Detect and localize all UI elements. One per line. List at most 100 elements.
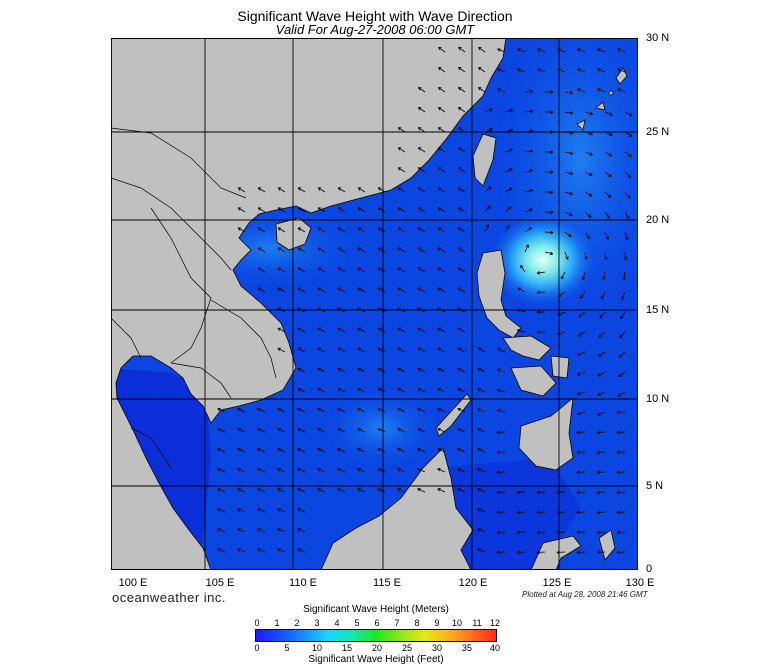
direction-arrow: [217, 488, 226, 493]
direction-arrow-head: [437, 167, 441, 171]
direction-arrow-head: [605, 237, 609, 240]
direction-arrow-head: [377, 287, 380, 291]
direction-arrow: [536, 511, 546, 513]
direction-arrow-head: [536, 292, 540, 295]
direction-arrow-head: [536, 272, 541, 275]
direction-arrow-head: [457, 488, 460, 492]
direction-arrow: [584, 111, 593, 115]
direction-arrow-head: [536, 331, 540, 334]
direction-arrow: [397, 167, 406, 173]
direction-arrow-head: [237, 408, 240, 412]
direction-arrow-head: [509, 108, 513, 111]
colorbar-tick-m: 12: [489, 618, 501, 628]
direction-arrow: [237, 207, 246, 213]
direction-arrow-head: [337, 408, 340, 412]
direction-arrow-head: [599, 315, 601, 319]
direction-arrow-head: [377, 428, 380, 432]
direction-arrow-head: [477, 428, 480, 432]
direction-arrow-head: [437, 448, 440, 452]
direction-arrow-head: [536, 330, 540, 333]
direction-arrow-head: [317, 468, 320, 472]
direction-arrow-head: [497, 389, 500, 393]
direction-arrow-head: [616, 532, 620, 535]
direction-arrow-head: [437, 348, 440, 352]
direction-arrow: [257, 548, 266, 553]
direction-arrow-head: [277, 448, 280, 452]
direction-arrow-head: [627, 176, 632, 178]
direction-arrow-head: [536, 532, 540, 535]
direction-arrow: [504, 168, 513, 173]
direction-arrow-head: [277, 508, 280, 512]
direction-arrow-head: [417, 187, 421, 191]
direction-arrow: [357, 187, 366, 193]
direction-arrow-head: [489, 205, 491, 209]
direction-arrow: [604, 211, 611, 219]
direction-arrow-head: [550, 190, 554, 193]
direction-arrow-head: [516, 550, 520, 553]
direction-arrow-head: [397, 127, 401, 131]
direction-arrow-head: [277, 207, 281, 211]
direction-arrow-head: [437, 428, 440, 432]
direction-arrow: [597, 48, 606, 53]
direction-arrow: [457, 247, 466, 253]
direction-arrow-head: [497, 68, 500, 72]
direction-arrow: [417, 167, 426, 173]
land-hainan: [275, 217, 312, 251]
direction-arrow-head: [337, 368, 340, 372]
direction-arrow-head: [217, 528, 220, 532]
direction-arrow-head: [530, 150, 534, 153]
direction-arrow-head: [257, 508, 260, 512]
direction-arrow-head: [496, 452, 500, 455]
direction-arrow-head: [357, 267, 360, 271]
direction-arrow-head: [576, 452, 580, 455]
land-palawan: [435, 393, 472, 437]
direction-arrow: [497, 389, 506, 393]
direction-arrow: [357, 307, 366, 313]
direction-arrow-head: [297, 348, 300, 352]
direction-arrow: [457, 187, 466, 193]
direction-arrow-head: [577, 392, 580, 395]
direction-arrow: [596, 451, 606, 453]
direction-arrow: [584, 151, 593, 156]
direction-arrow-head: [550, 230, 554, 233]
colorbar-tick-m: 8: [414, 618, 420, 628]
direction-arrow-head: [257, 247, 260, 251]
direction-arrow: [584, 191, 593, 197]
direction-arrow-head: [516, 490, 520, 493]
direction-arrow-head: [458, 107, 461, 111]
direction-arrow: [277, 227, 286, 233]
direction-arrow: [217, 428, 226, 433]
direction-arrow: [297, 488, 306, 493]
direction-arrow: [297, 548, 306, 553]
direction-arrow-head: [536, 550, 540, 553]
direction-arrow: [576, 431, 586, 433]
direction-arrow-head: [397, 368, 400, 372]
direction-arrow-head: [397, 348, 400, 352]
direction-arrow: [597, 68, 606, 73]
direction-arrow: [437, 207, 446, 213]
direction-arrow-head: [417, 368, 420, 372]
direction-arrow: [437, 448, 446, 453]
direction-arrow-head: [377, 207, 381, 211]
direction-arrow-head: [488, 186, 492, 188]
direction-arrow: [417, 327, 426, 333]
direction-arrow-head: [397, 388, 400, 392]
direction-arrow-head: [578, 314, 581, 318]
colorbar-tick-m: 10: [451, 618, 463, 628]
direction-arrow: [577, 68, 586, 73]
direction-arrow: [599, 311, 606, 319]
direction-arrow-head: [567, 256, 569, 260]
direction-arrow-head: [317, 348, 320, 352]
direction-arrow: [297, 528, 306, 533]
direction-arrow-head: [517, 68, 520, 72]
direction-arrow-head: [550, 170, 554, 173]
direction-arrow-head: [597, 68, 600, 72]
direction-arrow: [504, 225, 511, 233]
direction-arrow: [277, 187, 286, 193]
direction-arrow: [617, 391, 626, 397]
direction-arrow-head: [516, 532, 520, 535]
direction-arrow-head: [317, 267, 320, 271]
direction-arrow: [516, 511, 526, 513]
direction-arrow: [596, 491, 606, 493]
direction-arrow-head: [617, 68, 620, 72]
